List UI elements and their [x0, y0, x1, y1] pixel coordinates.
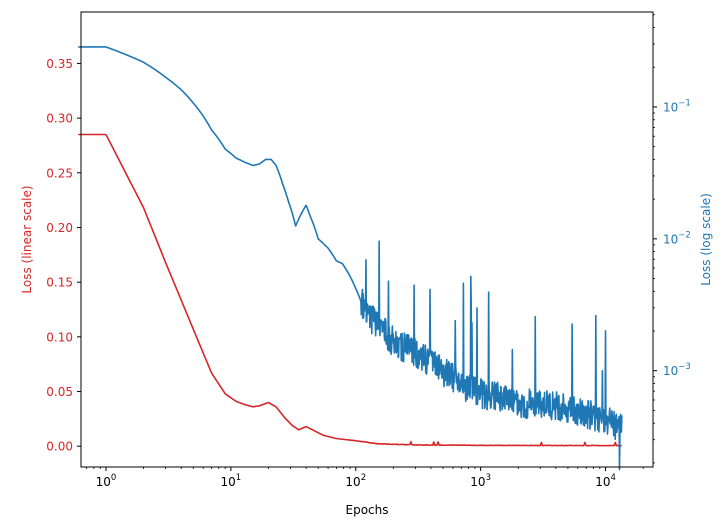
y-left-tick-label-2: 0.10 — [46, 330, 73, 344]
y-left-tick-label-6: 0.30 — [46, 112, 73, 126]
y-left-tick-label-7: 0.35 — [46, 57, 73, 71]
y-right-tick-label-1: 10−2 — [663, 230, 691, 246]
y-left-tick-label-0: 0.00 — [46, 440, 73, 454]
plot-frame — [80, 11, 654, 468]
right-y-axis-label: Loss (log scale) — [699, 193, 713, 286]
series-line-log-loss — [77, 46, 623, 471]
y-left-tick-label-1: 0.05 — [46, 385, 73, 399]
y-left-tick-label-5: 0.25 — [46, 166, 73, 180]
x-tick-label-1: 101 — [221, 473, 242, 489]
left-y-axis-label: Loss (linear scale) — [20, 185, 34, 293]
y-right-tick-label-0: 10−1 — [663, 98, 691, 114]
y-left-tick-label-4: 0.20 — [46, 221, 73, 235]
x-tick-label-4: 104 — [595, 473, 616, 489]
x-axis-ticks: 100 101 102 103 104 — [86, 467, 644, 489]
x-tick-label-2: 102 — [345, 473, 366, 489]
x-tick-label-3: 103 — [470, 473, 491, 489]
series-line-linear-loss — [78, 133, 622, 447]
right-y-axis-ticks: 10−1 10−2 10−3 — [653, 14, 691, 464]
y-left-tick-label-3: 0.15 — [46, 276, 73, 290]
x-axis-label: Epochs — [346, 503, 389, 517]
x-tick-label-0: 100 — [96, 473, 117, 489]
plot-lines — [77, 46, 623, 471]
left-y-axis-ticks: 0.00 0.05 0.10 0.15 0.20 0.25 0.30 0.35 — [46, 57, 81, 454]
y-right-tick-label-2: 10−3 — [663, 362, 691, 378]
